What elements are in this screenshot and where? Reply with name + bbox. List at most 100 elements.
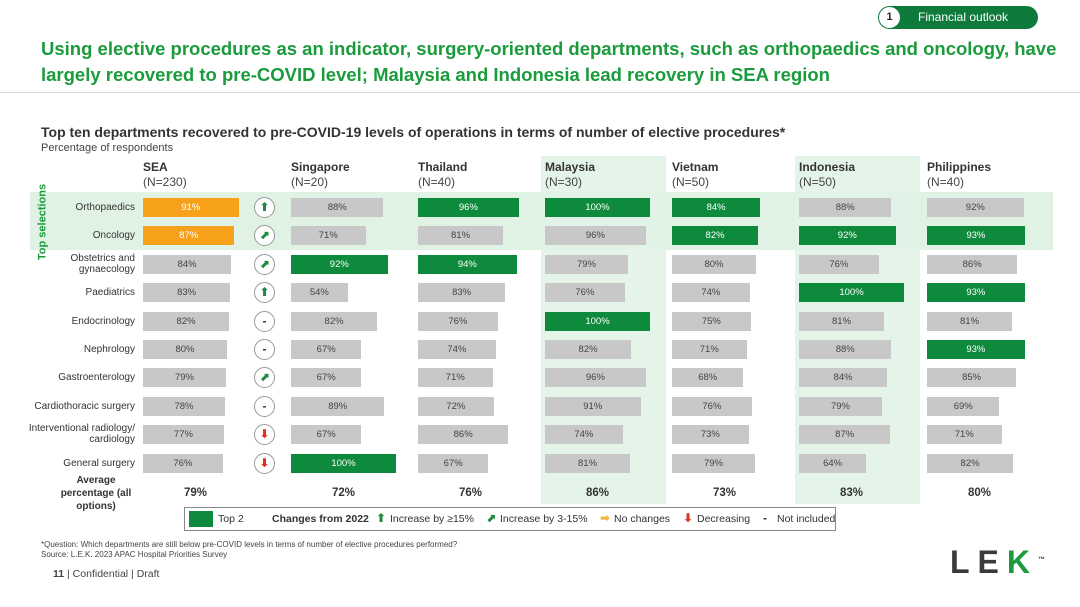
- bar-singapore-7: [291, 396, 385, 416]
- column-header-thailand: Thailand: [418, 160, 468, 174]
- bar-label-thailand-6: 71%: [445, 372, 465, 384]
- legend-glyph-0: ⬆: [376, 511, 387, 525]
- bar-label-philippines-1: 93%: [966, 230, 986, 242]
- legend-label-3: Decreasing: [697, 513, 751, 525]
- footnote: *Question: Which departments are still b…: [41, 540, 457, 560]
- bar-philippines-9: [927, 453, 1014, 473]
- bar-label-indonesia-6: 84%: [833, 372, 853, 384]
- bar-label-sea-6: 79%: [174, 372, 194, 384]
- bar-indonesia-9: [799, 453, 867, 473]
- bar-singapore-3: [291, 283, 348, 303]
- section-tag: [878, 6, 1038, 29]
- bar-label-vietnam-0: 84%: [706, 202, 726, 213]
- bar-indonesia-1: [799, 226, 896, 246]
- average-indonesia: 83%: [839, 487, 864, 499]
- bar-malaysia-4: [545, 311, 650, 331]
- bar-thailand-9: [418, 453, 489, 473]
- bar-label-singapore-5: 67%: [316, 344, 336, 355]
- bar-label-malaysia-8: 74%: [574, 429, 594, 441]
- bar-label-vietnam-1: 82%: [705, 230, 725, 242]
- column-n-indonesia: (N=50): [799, 175, 837, 189]
- column-header-singapore: Singapore: [291, 160, 350, 174]
- average-malaysia: 86%: [585, 487, 610, 499]
- bar-label-thailand-1: 81%: [451, 230, 471, 242]
- row-label-6: Gastroenterology: [58, 372, 135, 384]
- bar-sea-7: [143, 396, 225, 416]
- bar-vietnam-9: [672, 453, 755, 473]
- bar-label-singapore-2: 92%: [329, 258, 349, 270]
- change-indicator-4: -: [254, 310, 275, 332]
- bar-label-vietnam-2: 80%: [704, 258, 724, 270]
- bar-philippines-7: [927, 396, 1000, 416]
- bar-label-malaysia-2: 79%: [576, 258, 596, 270]
- footnote-question: *Question: Which departments are still b…: [41, 540, 458, 549]
- change-indicator-2: ⬈: [254, 253, 275, 275]
- bar-label-philippines-8: 71%: [954, 429, 974, 441]
- bar-malaysia-5: [545, 340, 632, 359]
- bar-label-sea-2: 84%: [177, 258, 197, 270]
- headline: Using elective procedures as an indicato…: [41, 38, 1057, 85]
- section-label: Financial outlook: [918, 10, 1009, 24]
- column-n-sea: (N=230): [143, 175, 187, 189]
- bar-singapore-8: [291, 425, 362, 445]
- column-n-thailand: (N=40): [418, 175, 456, 189]
- bar-label-sea-4: 82%: [176, 315, 196, 327]
- column-header-malaysia: Malaysia: [545, 160, 596, 174]
- bar-thailand-0: [418, 198, 519, 217]
- bar-label-indonesia-9: 64%: [823, 457, 843, 469]
- bar-indonesia-0: [799, 198, 892, 217]
- bar-indonesia-2: [799, 254, 879, 274]
- column-header-vietnam: Vietnam: [672, 160, 719, 174]
- bar-philippines-2: [927, 254, 1018, 274]
- bar-vietnam-6: [672, 368, 744, 388]
- bar-sea-9: [143, 453, 223, 473]
- change-indicator-1: ⬈: [254, 225, 275, 247]
- change-indicator-0: ⬆: [254, 197, 275, 218]
- bar-thailand-7: [418, 396, 494, 416]
- bar-singapore-4: [291, 311, 378, 331]
- bar-label-indonesia-0: 88%: [835, 202, 855, 213]
- footer: 11 | Confidential | Draft: [53, 568, 159, 580]
- legend-top2-swatch: [189, 511, 213, 527]
- top-selections-label: Top selections: [36, 183, 49, 261]
- bar-label-vietnam-8: 73%: [700, 429, 720, 441]
- row-label-3: Paediatrics: [85, 287, 135, 299]
- bar-label-sea-3: 83%: [177, 287, 197, 299]
- change-indicator-9: ⬇: [254, 452, 275, 474]
- bar-malaysia-6: [545, 368, 646, 388]
- bar-thailand-1: [418, 226, 504, 246]
- bar-malaysia-2: [545, 254, 628, 274]
- bar-label-philippines-7: 69%: [953, 400, 973, 412]
- bar-label-sea-7: 78%: [174, 400, 194, 412]
- column-header-sea: SEA: [143, 160, 168, 174]
- bar-malaysia-3: [545, 283, 625, 303]
- bar-label-philippines-5: 93%: [966, 344, 986, 355]
- bar-label-sea-9: 76%: [173, 457, 193, 469]
- bar-vietnam-2: [672, 254, 756, 274]
- bar-label-indonesia-7: 79%: [830, 400, 850, 412]
- row-label-0: Orthopaedics: [75, 202, 135, 213]
- bar-label-philippines-9: 82%: [960, 457, 980, 469]
- bar-sea-1: [143, 226, 235, 246]
- bar-label-vietnam-4: 75%: [701, 315, 721, 327]
- change-indicator-8: ⬇: [254, 424, 275, 446]
- bar-label-malaysia-4: 100%: [585, 315, 610, 327]
- bar-sea-3: [143, 283, 231, 303]
- bar-indonesia-7: [799, 396, 882, 416]
- column-n-vietnam: (N=50): [672, 175, 710, 189]
- bar-philippines-6: [927, 368, 1017, 388]
- bar-thailand-5: [418, 340, 496, 359]
- legend-label-0: Increase by ≥15%: [390, 513, 474, 525]
- column-n-malaysia: (N=30): [545, 175, 583, 189]
- bar-label-sea-8: 77%: [173, 429, 193, 441]
- row-label-1: Oncology: [92, 230, 135, 242]
- bar-thailand-3: [418, 283, 506, 303]
- bar-sea-0: [143, 198, 239, 217]
- bar-sea-2: [143, 254, 232, 274]
- bar-label-philippines-0: 92%: [965, 202, 985, 213]
- bar-label-vietnam-7: 76%: [702, 400, 722, 412]
- bar-label-thailand-8: 86%: [453, 429, 473, 441]
- legend-changes-label: Changes from 2022: [272, 513, 369, 525]
- bar-label-malaysia-5: 82%: [578, 344, 598, 355]
- bar-thailand-4: [418, 311, 498, 331]
